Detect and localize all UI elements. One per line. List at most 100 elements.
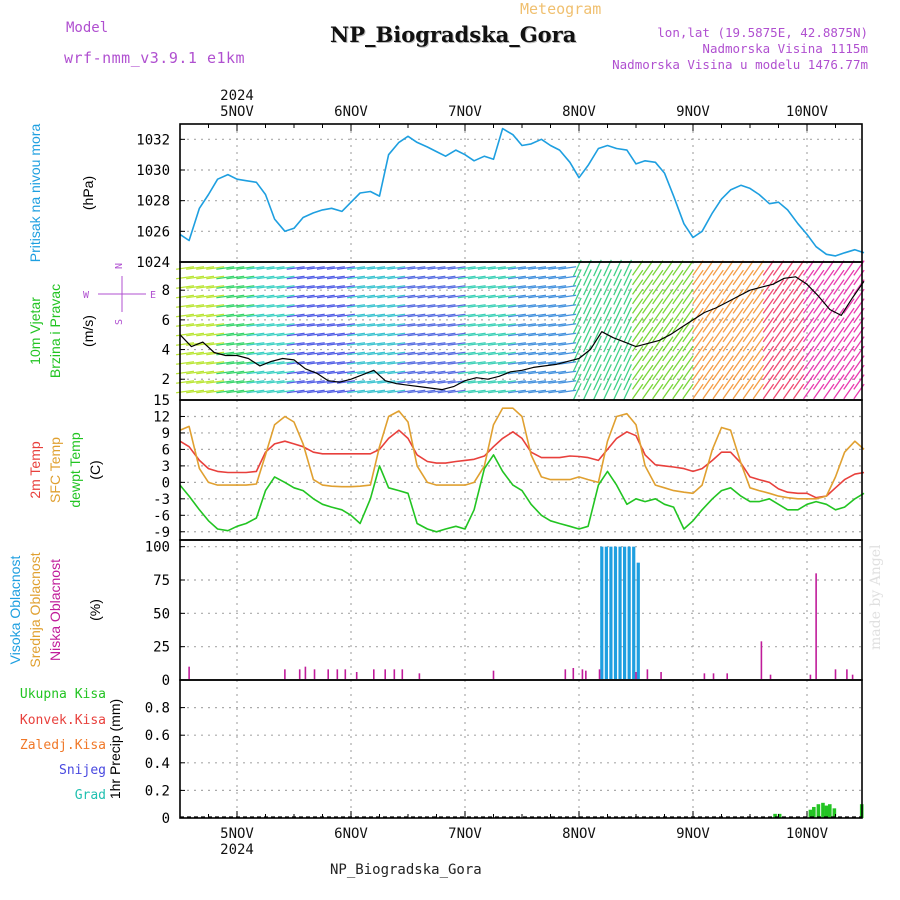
wind-barb	[652, 317, 664, 333]
y-tick-label: 1030	[136, 163, 170, 179]
wind-barb	[623, 326, 633, 343]
wind-barb	[347, 275, 366, 280]
wind-barb	[497, 351, 516, 356]
wind-barb	[642, 364, 654, 381]
wind-barb	[732, 383, 744, 400]
wind-barb	[467, 275, 486, 280]
wind-barb	[427, 323, 446, 327]
wind-barb	[631, 374, 644, 390]
low-cloud-bar	[344, 669, 347, 679]
wind-barb	[447, 351, 466, 356]
wind-barb	[823, 374, 835, 390]
wind-barb	[722, 317, 734, 333]
wind-barb	[548, 370, 567, 375]
wind-barb	[206, 275, 225, 280]
wind-barb	[266, 351, 285, 356]
wind-barb	[623, 278, 633, 296]
wind-barb	[772, 269, 785, 286]
wind-barb	[742, 326, 755, 343]
wind-barb	[732, 279, 744, 295]
wind-barb	[792, 374, 805, 390]
wind-barb	[538, 389, 557, 394]
wind-barb	[447, 266, 466, 270]
high-cloud-bar	[600, 546, 604, 679]
wind-barb	[813, 269, 825, 286]
wind-barb	[226, 342, 245, 346]
wind-barb	[813, 260, 825, 276]
wind-barb	[752, 279, 765, 295]
wind-barb	[186, 370, 205, 375]
sfc-line	[179, 407, 865, 500]
wind-barb	[357, 342, 376, 346]
y-tick-label: 2	[162, 372, 170, 388]
wind-barb	[642, 383, 654, 400]
wind-barb	[692, 298, 704, 314]
wind-barb	[196, 294, 215, 299]
wind-barb	[652, 364, 664, 381]
wind-barb	[712, 326, 724, 343]
wind-barb	[427, 332, 446, 337]
wind-barb	[286, 275, 305, 280]
wind-barb	[712, 298, 724, 314]
wind-barb	[326, 351, 345, 356]
wind-barb	[642, 374, 654, 390]
wind-barb	[802, 364, 815, 381]
wind-barb	[833, 355, 845, 371]
wind-barb	[752, 355, 765, 371]
wind-barb	[417, 285, 436, 289]
wind-barb	[226, 380, 245, 384]
wind-barb	[216, 275, 235, 280]
wind-barb	[176, 313, 195, 318]
wind-barb	[623, 354, 633, 372]
wind-barb	[427, 389, 446, 394]
wind-barb	[572, 373, 582, 391]
low-cloud-bar	[393, 669, 396, 679]
wind-barb	[266, 313, 285, 318]
wind-barb	[407, 275, 426, 280]
low-cloud-bar	[492, 670, 495, 679]
wind-barb	[266, 389, 285, 394]
wind-barb	[176, 389, 195, 394]
wind-barb	[216, 361, 235, 365]
wind-barb	[397, 275, 416, 280]
y-tick-label: 8	[162, 283, 170, 299]
wind-barb	[407, 294, 426, 299]
y-tick-label: 0.2	[145, 783, 170, 799]
wind-barb	[662, 355, 674, 371]
y-tick-label: 15	[153, 393, 170, 409]
wind-barb	[246, 323, 265, 327]
low-cloud-bar	[564, 669, 567, 679]
wind-barb	[347, 370, 366, 375]
wind-barb	[226, 332, 245, 337]
wind-barb	[467, 285, 486, 289]
dir-label-n: N	[114, 263, 125, 269]
wind-barb	[593, 297, 602, 315]
wind-barb	[603, 345, 612, 362]
wind-barb	[752, 364, 765, 381]
wind-barb	[593, 335, 602, 353]
wind-barb	[397, 351, 416, 356]
wind-barb	[176, 294, 195, 299]
wind-barb	[702, 269, 714, 286]
wind-barb	[603, 335, 612, 353]
wind-barb	[477, 342, 496, 346]
wind-barb	[742, 383, 755, 400]
wind-barb	[772, 260, 785, 276]
wind-barb	[762, 269, 775, 286]
wind-barb	[196, 380, 215, 384]
wind-barb	[397, 342, 416, 346]
wind-barb	[316, 313, 335, 318]
high-cloud-bar	[618, 546, 622, 679]
wind-barb	[802, 383, 815, 400]
wind-barb	[623, 364, 633, 381]
wind-barb	[457, 370, 476, 375]
wind-barb	[336, 323, 355, 327]
wind-barb	[518, 323, 537, 327]
wind-barb	[487, 275, 506, 280]
wind-barb	[437, 275, 456, 280]
wind-barb	[186, 361, 205, 365]
wind-barb	[712, 336, 724, 352]
wind-barb	[623, 373, 633, 391]
wind-barb	[427, 380, 446, 384]
wind-barb	[682, 383, 694, 400]
